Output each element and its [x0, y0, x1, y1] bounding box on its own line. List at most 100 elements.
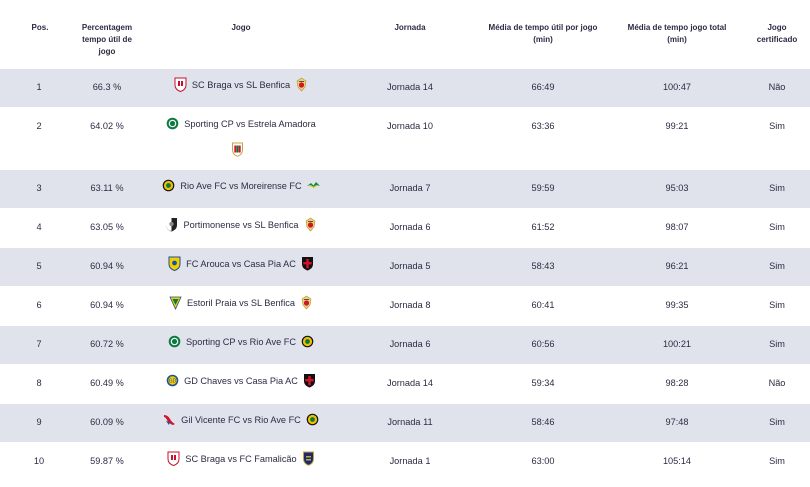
svg-text:GD: GD	[169, 379, 177, 385]
position-cell: 7	[36, 339, 42, 349]
header-cert: Jogo certificado	[742, 22, 810, 46]
average-total-time-cell: 96:21	[665, 261, 689, 271]
position-cell: 1	[36, 82, 42, 92]
average-useful-time-cell: 63:00	[531, 456, 555, 466]
fc-arouca-crest-icon	[168, 256, 181, 272]
game-label: FC Arouca vs Casa Pia AC	[186, 258, 296, 269]
header-game: Jogo	[231, 23, 251, 32]
header-total-line1: Média de tempo jogo total	[627, 23, 727, 32]
table-row: 6 60.94 % Estoril Praia vs SL Benfica Jorna…	[0, 286, 810, 325]
average-useful-time-cell: 58:46	[531, 417, 555, 427]
average-useful-time-cell: 60:56	[531, 339, 555, 349]
header-round: Jornada	[394, 23, 426, 32]
position-cell: 9	[36, 417, 42, 427]
average-useful-time-cell: 63:36	[531, 121, 555, 131]
position-cell: 3	[36, 183, 42, 193]
sl-benfica-crest-icon	[295, 77, 308, 92]
round-cell: Jornada 14	[387, 82, 433, 92]
game-cell: SC Braga vs FC Famalicão	[150, 451, 332, 467]
position-cell: 2	[36, 121, 42, 131]
game-label: Estoril Praia vs SL Benfica	[187, 297, 295, 308]
position-cell: 10	[33, 456, 45, 466]
sc-braga-crest-icon	[174, 77, 187, 93]
fc-famalicao-crest-icon	[302, 451, 315, 466]
percentage-cell: 63.11 %	[90, 183, 124, 193]
sl-benfica-crest-icon	[300, 295, 313, 310]
certified-cell: Sim	[769, 222, 785, 232]
percentage-cell: 66.3 %	[92, 82, 122, 92]
game-label: Gil Vicente FC vs Rio Ave FC	[181, 414, 301, 425]
game-cell: Portimonense vs SL Benfica	[150, 217, 332, 232]
game-cell: Rio Ave FC vs Moreirense FC	[150, 178, 332, 193]
average-useful-time-cell: 58:43	[531, 261, 555, 271]
game-cell: Sporting CP vs Rio Ave FC	[150, 334, 332, 349]
header-cert-line2: certificado	[756, 35, 798, 44]
round-cell: Jornada 11	[387, 417, 433, 427]
gil-vicente-crest-icon	[163, 412, 176, 427]
round-cell: Jornada 8	[389, 300, 431, 310]
percentage-cell: 59.87 %	[90, 456, 124, 466]
header-avg-line2: (min)	[533, 35, 553, 44]
table-row: 9 60.09 % Gil Vicente FC vs Rio Ave FC Jorn…	[0, 403, 810, 442]
round-cell: Jornada 6	[389, 339, 431, 349]
rio-ave-crest-icon	[162, 178, 175, 193]
average-total-time-cell: 95:03	[665, 183, 689, 193]
certified-cell: Sim	[769, 456, 785, 466]
header-total-line2: (min)	[667, 35, 687, 44]
table-row: 7 60.72 % Sporting CP vs Rio Ave FC Jornada…	[0, 325, 810, 364]
game-label: Sporting CP vs Estrela Amadora	[184, 118, 316, 129]
round-cell: Jornada 1	[389, 456, 431, 466]
percentage-cell: 64.02 %	[90, 121, 124, 131]
percentage-cell: 60.72 %	[90, 339, 124, 349]
sporting-cp-crest-icon	[166, 116, 179, 131]
game-cell: SC Braga vs SL Benfica	[150, 77, 332, 93]
game-label: Rio Ave FC vs Moreirense FC	[180, 180, 302, 191]
gd-chaves-crest-icon: GD	[166, 373, 179, 388]
game-label: GD Chaves vs Casa Pia AC	[184, 375, 298, 386]
game-label: SC Braga vs SL Benfica	[191, 79, 291, 90]
table-row: 1 66.3 % SC Braga vs SL Benfica Jornada 14 6…	[0, 68, 810, 107]
header-pct-line2: tempo útil de	[82, 35, 132, 44]
certified-cell: Sim	[769, 339, 785, 349]
table-row: 5 60.94 % FC Arouca vs Casa Pia AC Jornada …	[0, 247, 810, 286]
rio-ave-crest-icon	[306, 412, 319, 427]
position-cell: 5	[36, 261, 42, 271]
percentage-cell: 63.05 %	[90, 222, 124, 232]
round-cell: Jornada 14	[387, 378, 433, 388]
estrela-amadora-crest-icon	[231, 142, 244, 157]
average-total-time-cell: 97:48	[665, 417, 689, 427]
average-total-time-cell: 105:14	[662, 456, 692, 466]
casa-pia-crest-icon	[303, 373, 316, 388]
average-useful-time-cell: 59:59	[531, 183, 555, 193]
certified-cell: Sim	[769, 121, 785, 131]
average-total-time-cell: 100:21	[662, 339, 692, 349]
percentage-cell: 60.94 %	[90, 300, 124, 310]
table-body: 1 66.3 % SC Braga vs SL Benfica Jornada 14 6…	[0, 68, 810, 481]
certified-cell: Sim	[769, 183, 785, 193]
average-useful-time-cell: 66:49	[531, 82, 555, 92]
table-header: Pos. Percentagem tempo útil de jogo Jogo…	[0, 0, 810, 68]
rio-ave-crest-icon	[301, 334, 314, 349]
game-cell: GD GD Chaves vs Casa Pia AC	[150, 373, 332, 388]
game-cell: FC Arouca vs Casa Pia AC	[150, 256, 332, 272]
average-total-time-cell: 98:28	[665, 378, 689, 388]
header-cert-line1: Jogo	[767, 23, 787, 32]
percentage-cell: 60.94 %	[90, 261, 124, 271]
header-avg-line1: Média de tempo útil por jogo	[488, 23, 598, 32]
round-cell: Jornada 10	[387, 121, 433, 131]
game-cell: Estoril Praia vs SL Benfica	[150, 295, 332, 310]
average-useful-time-cell: 61:52	[531, 222, 555, 232]
average-total-time-cell: 99:21	[665, 121, 689, 131]
position-cell: 6	[36, 300, 42, 310]
round-cell: Jornada 6	[389, 222, 431, 232]
certified-cell: Não	[768, 82, 786, 92]
certified-cell: Sim	[769, 300, 785, 310]
header-avg: Média de tempo útil por jogo (min)	[480, 22, 606, 46]
certified-cell: Sim	[769, 417, 785, 427]
percentage-cell: 60.49 %	[90, 378, 124, 388]
game-label: SC Braga vs FC Famalicão	[185, 453, 297, 464]
moreirense-crest-icon	[306, 178, 320, 193]
position-cell: 4	[36, 222, 42, 232]
game-label: Sporting CP vs Rio Ave FC	[186, 336, 296, 347]
